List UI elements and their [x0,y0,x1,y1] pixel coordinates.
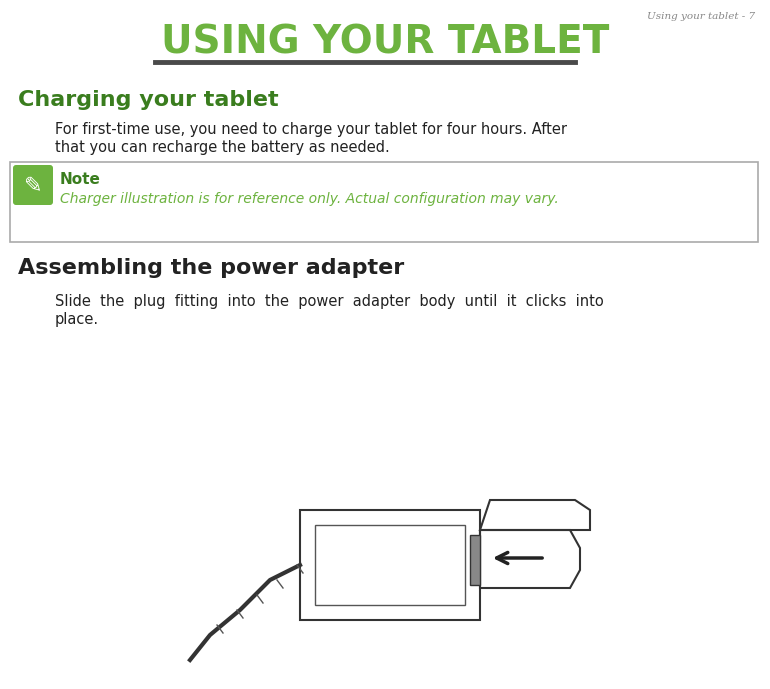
FancyBboxPatch shape [10,162,758,242]
Text: place.: place. [55,312,99,327]
Text: Assembling the power adapter: Assembling the power adapter [18,258,404,278]
FancyBboxPatch shape [13,165,53,205]
Text: Charger illustration is for reference only. Actual configuration may vary.: Charger illustration is for reference on… [60,192,559,206]
Text: For first-time use, you need to charge your tablet for four hours. After: For first-time use, you need to charge y… [55,122,567,137]
Text: ✎: ✎ [24,176,42,196]
Text: Slide  the  plug  fitting  into  the  power  adapter  body  until  it  clicks  i: Slide the plug fitting into the power ad… [55,294,604,309]
Text: Charging your tablet: Charging your tablet [18,90,279,110]
Text: that you can recharge the battery as needed.: that you can recharge the battery as nee… [55,140,390,155]
Text: USING YOUR TABLET: USING YOUR TABLET [161,23,609,61]
Polygon shape [470,535,480,585]
Text: Using your tablet - 7: Using your tablet - 7 [647,12,755,21]
Text: Note: Note [60,172,101,187]
